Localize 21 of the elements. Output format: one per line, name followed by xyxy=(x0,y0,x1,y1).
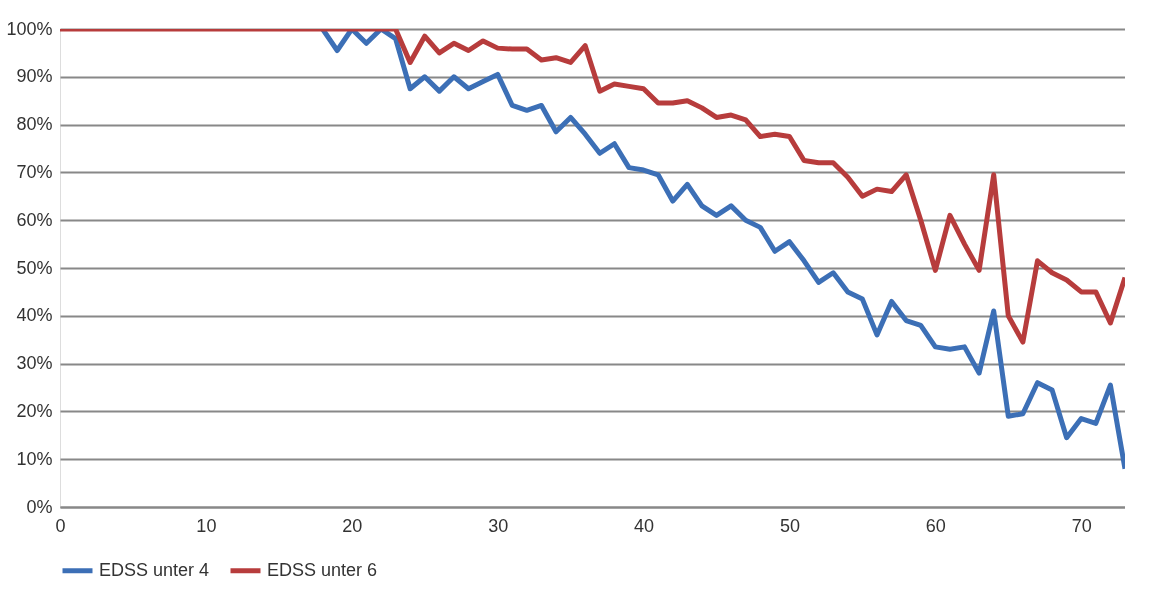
x-tick-label: 40 xyxy=(634,515,655,536)
y-tick-label: 70% xyxy=(16,161,53,182)
x-tick-label: 20 xyxy=(342,515,363,536)
legend-label: EDSS unter 4 xyxy=(99,559,210,580)
y-tick-label: 100% xyxy=(6,18,53,39)
x-tick-label: 30 xyxy=(488,515,509,536)
x-tick-label: 60 xyxy=(925,515,946,536)
x-tick-label: 10 xyxy=(196,515,217,536)
x-tick-label: 70 xyxy=(1071,515,1092,536)
y-tick-label: 10% xyxy=(16,448,53,469)
y-tick-label: 50% xyxy=(16,257,53,278)
x-tick-label: 50 xyxy=(779,515,800,536)
y-tick-label: 60% xyxy=(16,209,53,230)
y-tick-label: 0% xyxy=(26,496,53,517)
legend-label: EDSS unter 6 xyxy=(267,559,378,580)
y-tick-label: 40% xyxy=(16,305,53,326)
y-tick-label: 30% xyxy=(16,353,53,374)
y-tick-label: 80% xyxy=(16,114,53,135)
x-tick-label: 0 xyxy=(55,515,66,536)
y-tick-label: 20% xyxy=(16,400,53,421)
y-tick-label: 90% xyxy=(16,66,53,87)
